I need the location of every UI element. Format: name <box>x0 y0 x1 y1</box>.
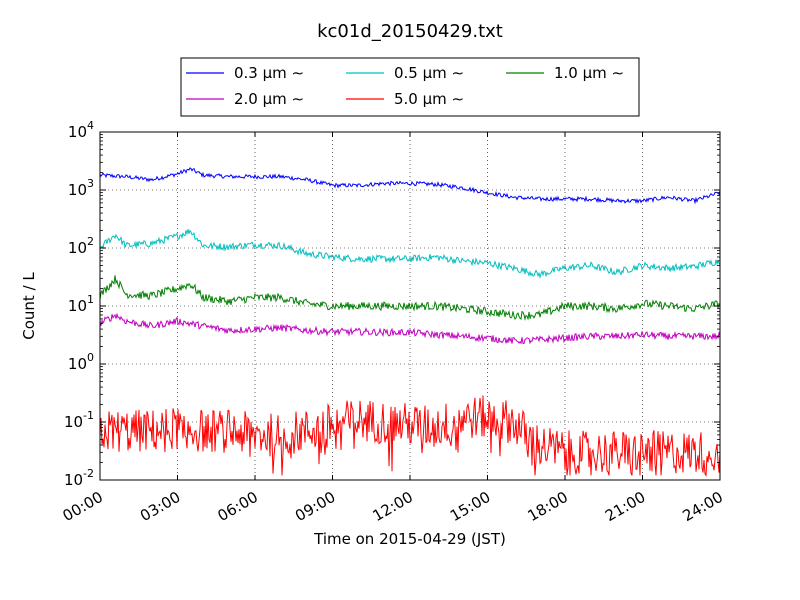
x-axis-label: Time on 2015-04-29 (JST) <box>313 530 506 548</box>
x-tick-label: 00:00 <box>60 488 106 525</box>
legend: 0.3 μm ∼ 0.5 μm ∼ 1.0 μm ∼ 2.0 μm ∼ 5.0 μm ∼ <box>180 57 640 117</box>
y-tick-label: 104 <box>68 119 94 141</box>
series-line <box>100 312 720 345</box>
grid <box>100 132 720 480</box>
y-axis-label: Count / L <box>20 272 38 340</box>
y-tick-label: 102 <box>68 235 94 257</box>
legend-label: 0.3 μm ∼ <box>234 64 304 82</box>
x-tick-label: 15:00 <box>447 488 493 525</box>
x-tick-label: 18:00 <box>525 488 571 525</box>
ticks <box>99 131 721 481</box>
x-tick-label: 24:00 <box>680 488 726 525</box>
series-line <box>100 275 720 321</box>
x-tick-label: 06:00 <box>215 488 261 525</box>
series-line <box>100 167 720 205</box>
legend-label: 1.0 μm ∼ <box>554 64 624 82</box>
y-tick-labels: 10-2 10-1 100 101 102 103 104 <box>64 119 94 489</box>
y-tick-label: 10-2 <box>64 467 94 489</box>
y-tick-label: 10-1 <box>64 409 94 431</box>
legend-box <box>180 57 640 117</box>
x-tick-label: 09:00 <box>292 488 338 525</box>
legend-label: 0.5 μm ∼ <box>394 64 464 82</box>
series-line <box>100 229 720 279</box>
x-tick-labels: 00:00 03:00 06:00 09:00 12:00 15:00 18:00 21:00… <box>60 488 726 525</box>
series-layer <box>100 167 720 478</box>
series-line <box>100 395 720 478</box>
x-tick-label: 21:00 <box>602 488 648 525</box>
legend-label: 5.0 μm ∼ <box>394 90 464 108</box>
y-tick-label: 103 <box>68 177 94 199</box>
chart-title: kc01d_20150429.txt <box>317 21 503 42</box>
x-tick-label: 12:00 <box>370 488 416 525</box>
x-tick-label: 03:00 <box>137 488 183 525</box>
y-tick-label: 101 <box>68 293 94 315</box>
y-tick-label: 100 <box>68 351 94 373</box>
legend-label: 2.0 μm ∼ <box>234 90 304 108</box>
